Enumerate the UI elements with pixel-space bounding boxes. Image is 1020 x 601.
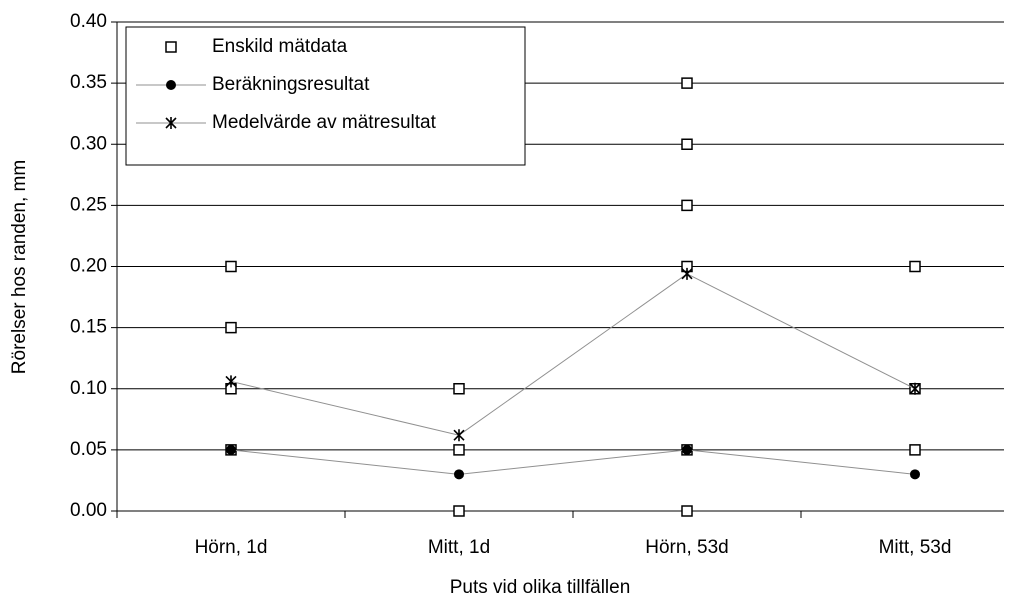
y-tick-label: 0.05 [70,439,107,460]
x-tick-label: Mitt, 53d [879,537,952,558]
x-tick-label: Mitt, 1d [428,537,490,558]
series-line [230,449,916,475]
marker-square [225,260,237,273]
marker-star [165,117,177,129]
y-tick-label: 0.25 [70,194,107,215]
y-tick-label: 0.30 [70,133,107,154]
marker-square [165,41,177,53]
legend-label: Medelvärde av mätresultat [212,112,437,133]
series-line [230,273,916,436]
legend-box [125,26,526,166]
marker-circle [910,469,920,480]
marker-circle [454,469,464,480]
y-tick-label: 0.15 [70,317,107,338]
marker-star [681,267,693,280]
y-tick-label: 0.20 [70,256,107,277]
y-tick-label: 0.35 [70,72,107,93]
marker-circle [166,80,176,90]
y-tick-label: 0.00 [70,500,107,521]
marker-star [453,429,465,442]
marker-square [909,444,921,456]
marker-star [909,382,921,395]
marker-circle [226,444,236,455]
marker-square [453,505,465,517]
marker-square [453,383,465,395]
marker-square [681,77,693,89]
x-axis-label: Puts vid olika tillfällen [450,577,631,598]
marker-square [225,321,237,334]
marker-square [681,505,693,517]
legend-label: Beräkningsresultat [212,74,370,95]
x-tick-label: Hörn, 1d [195,537,268,558]
marker-star [225,375,237,388]
x-tick-label: Hörn, 53d [645,537,728,558]
marker-square [681,138,693,150]
legend-label: Enskild mätdata [212,36,348,57]
marker-square [453,444,465,456]
marker-square [681,199,693,212]
marker-circle [682,444,692,455]
marker-square [909,260,921,273]
y-axis-label: Rörelser hos randen, mm [9,160,30,374]
y-tick-label: 0.10 [70,378,107,399]
y-tick-label: 0.40 [70,11,107,32]
